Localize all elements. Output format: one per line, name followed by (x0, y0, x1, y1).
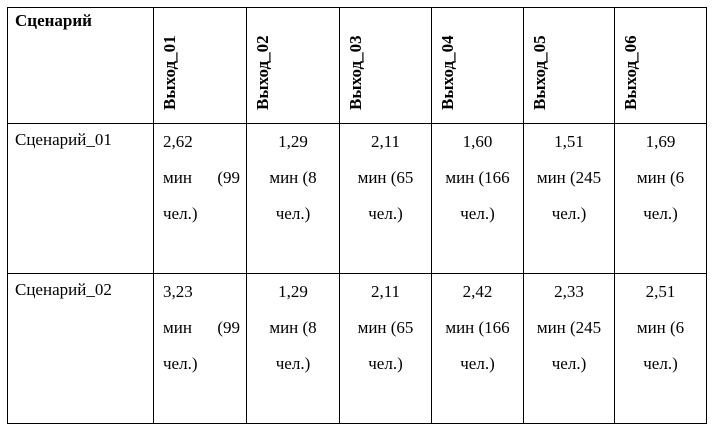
header-row: Сценарий Выход_01 Выход_02 Выход_03 Выход_04… (7, 7, 707, 124)
table-cell: 2,11 мин (65 чел.) (339, 123, 432, 274)
table-cell: 3,23 мин (99 чел.) (153, 273, 247, 424)
header-label: Выход_06 (621, 35, 640, 110)
results-table: Сценарий Выход_01 Выход_02 Выход_03 Выход_04… (7, 7, 707, 424)
table-row: Сценарий_01 2,62 мин (99 чел.) 1,29 мин (8… (7, 123, 707, 274)
header-cell: Выход_02 (246, 7, 340, 124)
table-cell: 2,62 мин (99 чел.) (153, 123, 247, 274)
row-label: Сценарий_02 (7, 273, 154, 424)
header-label: Выход_01 (160, 35, 179, 110)
table-cell: 2,42 мин (166 чел.) (431, 273, 524, 424)
row-label: Сценарий_01 (7, 123, 154, 274)
table-cell: 2,33 мин (245 чел.) (523, 273, 615, 424)
header-label: Выход_02 (253, 35, 272, 110)
header-label: Выход_03 (346, 35, 365, 110)
table-cell: 2,51 мин (6 чел.) (614, 273, 707, 424)
header-cell: Выход_05 (523, 7, 615, 124)
table-cell: 1,29 мин (8 чел.) (246, 273, 340, 424)
table-cell: 1,29 мин (8 чел.) (246, 123, 340, 274)
table-body: Сценарий_01 2,62 мин (99 чел.) 1,29 мин (8… (7, 123, 707, 424)
table-cell: 1,69 мин (6 чел.) (614, 123, 707, 274)
table-row: Сценарий_02 3,23 мин (99 чел.) 1,29 мин (8… (7, 273, 707, 424)
table-cell: 1,60 мин (166 чел.) (431, 123, 524, 274)
header-label: Выход_05 (530, 35, 549, 110)
header-cell: Сценарий (7, 7, 154, 124)
header-cell: Выход_03 (339, 7, 432, 124)
table-cell: 1,51 мин (245 чел.) (523, 123, 615, 274)
header-label: Выход_04 (438, 35, 457, 110)
header-cell: Выход_04 (431, 7, 524, 124)
header-cell: Выход_01 (153, 7, 247, 124)
header-cell: Выход_06 (614, 7, 707, 124)
table-cell: 2,11 мин (65 чел.) (339, 273, 432, 424)
